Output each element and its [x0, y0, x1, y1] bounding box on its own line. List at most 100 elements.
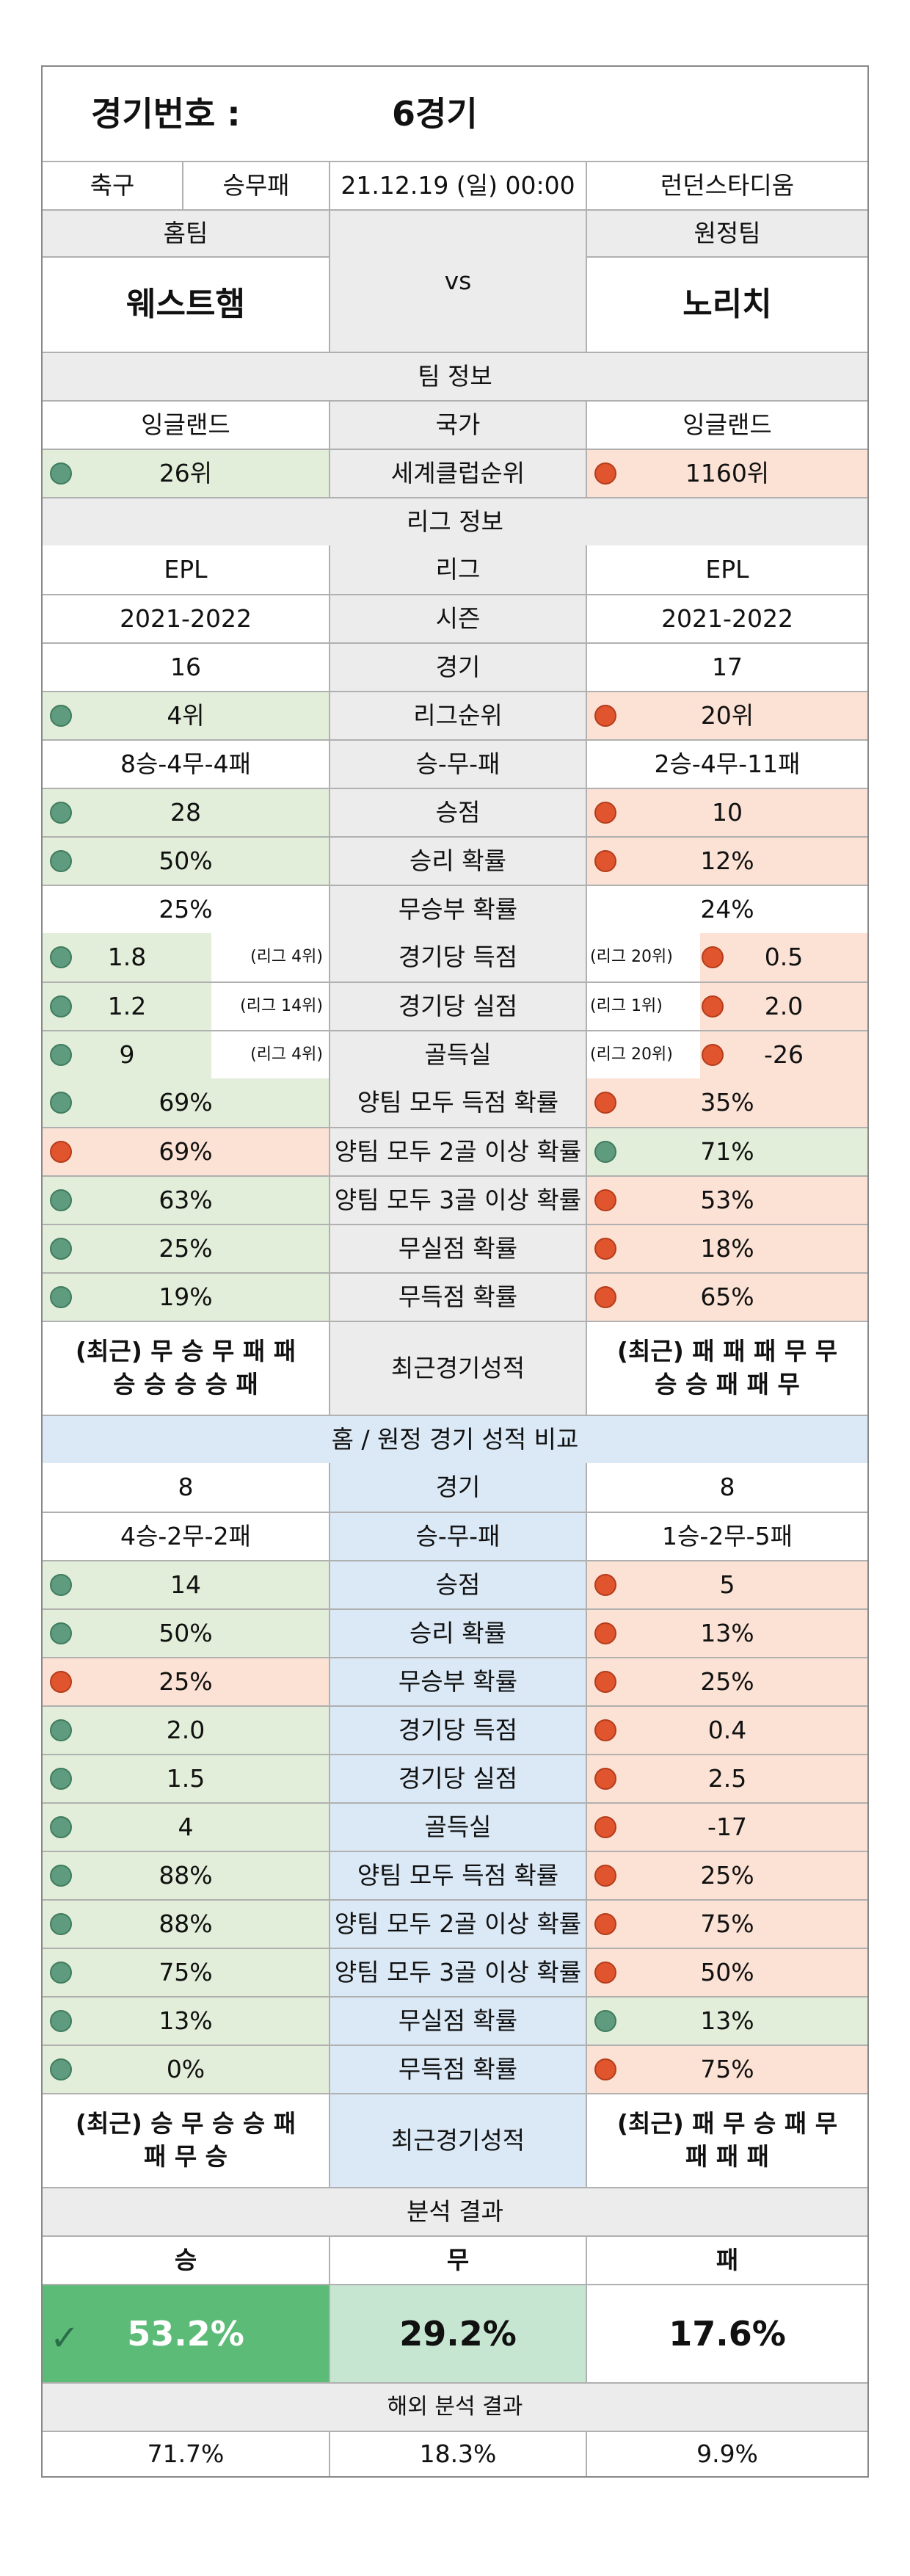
club-rank-row: 26위 세계클럽순위 1160위	[43, 449, 867, 497]
home-away-stat-row: 88% 양팀 모두 득점 확률 25%	[43, 1851, 867, 1899]
league-prob-away-cell: 18%	[586, 1225, 867, 1272]
match-label: 경기번호 :	[91, 93, 241, 134]
home-away-stat-away-cell-value: 5	[719, 1570, 735, 1599]
analysis-header: 분석 결과	[43, 2187, 867, 2235]
league-prob-home-cell: 25%	[43, 1225, 329, 1272]
home-ha-recent-form: (최근) 승 무 승 승 패 패 무 승	[43, 2094, 329, 2187]
league-prob-home-cell-value: 69%	[159, 1087, 213, 1117]
home-club-rank: 26위	[159, 458, 213, 487]
home-away-stat-away-cell-value: 25%	[700, 1666, 754, 1696]
league-split-row: 9 (리그 4위) 골득실 (리그 20위) -26	[43, 1030, 867, 1078]
away-club-rank-cell: 1160위	[586, 450, 867, 497]
league-stat-home-cell: 8승-4무-4패	[43, 741, 329, 788]
away-team-name: 노리치	[682, 286, 772, 324]
league-prob-away-cell: 65%	[586, 1274, 867, 1321]
league-stat-away-cell-value: 2021-2022	[661, 603, 793, 633]
match-title-cell: 경기번호 : 6경기	[43, 67, 867, 161]
league-prob-row: 63% 양팀 모두 3골 이상 확률 53%	[43, 1175, 867, 1224]
home-away-stat-home-cell-value: 2.0	[166, 1715, 205, 1744]
league-stat-label-cell-value: 시즌	[435, 603, 481, 633]
home-away-stat-away-cell: 25%	[586, 1852, 867, 1899]
home-away-stat-label-cell: 무득점 확률	[329, 2046, 586, 2093]
recent-label: 최근경기성적	[329, 1322, 586, 1415]
league-stat-home-cell: 28	[43, 789, 329, 836]
home-recent-line-1: (최근) 무 승 무 패 패	[75, 1337, 296, 1366]
club-rank-label: 세계클럽순위	[329, 450, 586, 497]
match-analysis-sheet: 경기번호 : 6경기 축구 승무패 21.12.19 (일) 00:00 런던스…	[41, 65, 869, 2478]
league-stat-label-cell: 승점	[329, 789, 586, 836]
green-dot-icon	[50, 1574, 72, 1596]
away-ha-recent-form: (최근) 패 무 승 패 무 패 패 패	[586, 2094, 867, 2187]
home-ha-recent-line-1: (최근) 승 무 승 승 패	[75, 2109, 296, 2138]
league-prob-home-cell: 63%	[43, 1177, 329, 1224]
home-away-stat-home-cell-value: 1.5	[166, 1763, 205, 1793]
match-number: 6경기	[392, 93, 478, 134]
league-prob-away-cell-value: 18%	[700, 1233, 754, 1263]
away-league-rank: (리그 1위)	[587, 983, 700, 1030]
green-dot-icon	[50, 1768, 72, 1790]
away-ha-recent-line-1: (최근) 패 무 승 패 무	[616, 2109, 838, 2138]
home-split-cell: 1.2 (리그 14위)	[43, 983, 329, 1030]
match-title-row: 경기번호 : 6경기	[43, 67, 867, 161]
overseas-header: 해외 분석 결과	[43, 2382, 867, 2431]
home-away-stat-away-cell-value: 75%	[700, 2054, 754, 2083]
league-stat-home-cell: 16	[43, 644, 329, 691]
league-stat-rows: EPL 리그 EPL 2021-2022 시즌 2021-2022 16 경기 17 4위 리그순위…	[43, 545, 867, 933]
league-stat-away-cell-value: 12%	[700, 846, 754, 875]
red-dot-icon	[594, 2058, 616, 2080]
league-stat-row: 4위 리그순위 20위	[43, 691, 867, 739]
overseas-lose: 9.9%	[586, 2432, 867, 2476]
vs-label: vs	[329, 211, 586, 352]
league-prob-row: 25% 무실점 확률 18%	[43, 1224, 867, 1272]
overseas-win: 71.7%	[147, 2439, 225, 2468]
bet-type: 승무패	[182, 162, 329, 209]
league-prob-home-cell-value: 69%	[159, 1136, 213, 1166]
away-split-text: 0.5	[764, 942, 804, 971]
league-stat-away-cell-value: EPL	[705, 554, 749, 584]
analysis-labels-row: 승 무 패	[43, 2235, 867, 2284]
league-prob-label-cell-value: 양팀 모두 득점 확률	[357, 1087, 559, 1117]
home-away-stat-home-cell-value: 88%	[159, 1909, 213, 1938]
home-away-stat-away-cell-value: 25%	[700, 1860, 754, 1890]
green-dot-icon	[594, 1141, 616, 1163]
league-prob-away-cell: 71%	[586, 1128, 867, 1175]
green-dot-icon	[50, 2058, 72, 2080]
green-dot-icon	[50, 705, 72, 727]
league-stat-home-cell: 50%	[43, 838, 329, 885]
red-dot-icon	[702, 1044, 724, 1066]
home-away-stat-away-cell: 2.5	[586, 1755, 867, 1802]
home-away-stat-label-cell: 승점	[329, 1561, 586, 1608]
league-stat-home-cell-value: 28	[170, 797, 201, 827]
red-dot-icon	[50, 1671, 72, 1693]
league-stat-away-cell: 24%	[586, 886, 867, 933]
home-away-stat-label-cell-value: 무득점 확률	[398, 2054, 518, 2083]
ha-recent-label: 최근경기성적	[329, 2094, 586, 2187]
league-prob-home-cell: 69%	[43, 1128, 329, 1175]
analysis-title: 분석 결과	[43, 2188, 867, 2235]
league-stat-home-cell: 2021-2022	[43, 595, 329, 642]
home-away-stat-label-cell: 경기당 실점	[329, 1755, 586, 1802]
home-away-stat-label-cell-value: 무실점 확률	[398, 2006, 518, 2035]
home-away-stat-label-cell: 경기당 득점	[329, 1707, 586, 1754]
home-away-stat-away-cell: 25%	[586, 1658, 867, 1705]
home-recent-line-2: 승 승 승 승 패	[113, 1370, 258, 1398]
league-stat-label-cell: 승리 확률	[329, 838, 586, 885]
league-stat-label-cell-value: 승-무-패	[415, 749, 500, 778]
green-dot-icon	[50, 1962, 72, 1984]
home-label: 홈팀	[43, 211, 329, 258]
home-away-stat-away-cell: 50%	[586, 1949, 867, 1996]
league-stat-label-cell: 리그순위	[329, 692, 586, 739]
league-prob-home-cell-value: 19%	[159, 1282, 213, 1311]
league-stat-row: 16 경기 17	[43, 642, 867, 691]
home-away-stat-label-cell-value: 승점	[435, 1570, 481, 1599]
away-split-cell: (리그 1위) 2.0	[586, 983, 867, 1030]
green-dot-icon	[50, 802, 72, 824]
home-club-rank-cell: 26위	[43, 450, 329, 497]
league-info-header: 리그 정보	[43, 497, 867, 545]
home-league-rank: (리그 4위)	[211, 933, 329, 982]
league-stat-row: 50% 승리 확률 12%	[43, 836, 867, 885]
team-info-title: 팀 정보	[43, 353, 867, 400]
away-country: 잉글랜드	[586, 402, 867, 449]
home-away-stat-label-cell-value: 무승부 확률	[398, 1666, 518, 1696]
league-prob-label-cell: 양팀 모두 3골 이상 확률	[329, 1177, 586, 1224]
